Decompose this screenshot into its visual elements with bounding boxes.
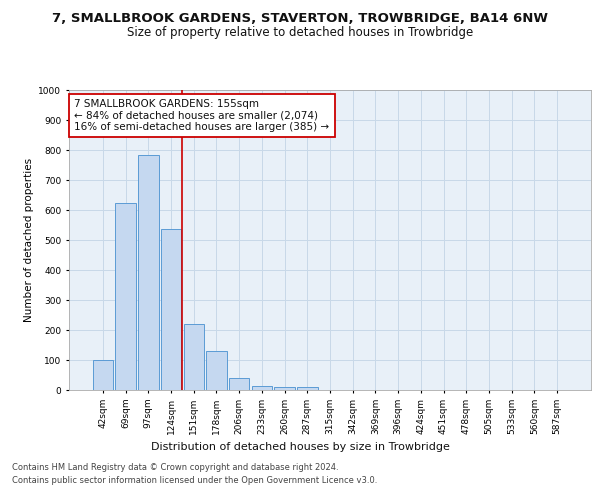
Bar (229, 378, 250, 390)
Text: 7 SMALLBROOK GARDENS: 155sqm
← 84% of detached houses are smaller (2,074)
16% of: 7 SMALLBROOK GARDENS: 155sqm ← 84% of de… (74, 99, 329, 132)
Text: Contains public sector information licensed under the Open Government Licence v3: Contains public sector information licen… (12, 476, 377, 485)
Bar (297, 387, 317, 390)
Text: Distribution of detached houses by size in Trowbridge: Distribution of detached houses by size … (151, 442, 449, 452)
Text: Size of property relative to detached houses in Trowbridge: Size of property relative to detached ho… (127, 26, 473, 39)
Bar (138, 154, 158, 390)
Bar (115, 204, 136, 390)
Bar (184, 324, 204, 390)
Bar (93, 360, 113, 390)
Text: 7, SMALLBROOK GARDENS, STAVERTON, TROWBRIDGE, BA14 6NW: 7, SMALLBROOK GARDENS, STAVERTON, TROWBR… (52, 12, 548, 26)
Y-axis label: Number of detached properties: Number of detached properties (24, 158, 34, 322)
Bar (161, 229, 181, 390)
Bar (251, 386, 272, 390)
Bar (206, 351, 227, 390)
Text: Contains HM Land Registry data © Crown copyright and database right 2024.: Contains HM Land Registry data © Crown c… (12, 464, 338, 472)
Bar (274, 387, 295, 390)
